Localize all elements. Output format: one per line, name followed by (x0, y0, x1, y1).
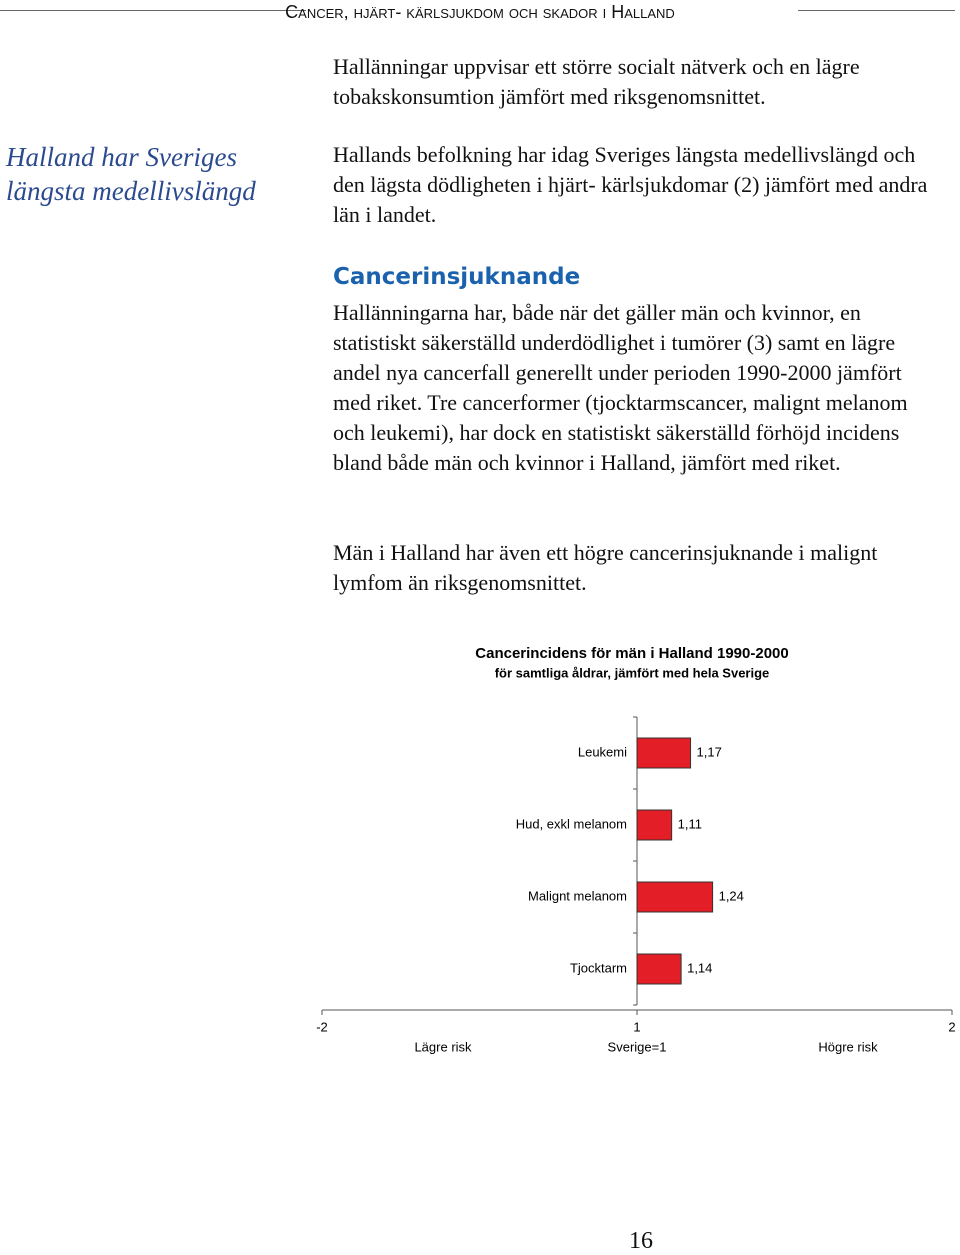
chart: Cancerincidens för män i Halland 1990-20… (316, 645, 955, 1054)
paragraph: Män i Halland har även ett högre canceri… (333, 540, 878, 595)
page-number: 16 (629, 1228, 653, 1254)
category-label: Leukemi (578, 744, 627, 759)
header-rule (798, 10, 955, 11)
chart-subtitle: för samtliga åldrar, jämfört med hela Sv… (495, 665, 770, 680)
bar (636, 809, 673, 841)
chart-title: Cancerincidens för män i Halland 1990-20… (475, 645, 788, 662)
x-tick-label: -2 (316, 1019, 328, 1034)
axis-caption: Lägre risk (414, 1039, 472, 1054)
bar (636, 953, 682, 985)
axis-caption: Högre risk (818, 1039, 878, 1054)
sidebar-heading: Halland har Sveriges längsta medellivslä… (6, 142, 256, 206)
header-title: Cancer, hjärt- kärlsjukdom och skador i … (285, 2, 675, 22)
value-label: 1,24 (719, 888, 744, 903)
axis-caption: Sverige=1 (608, 1039, 667, 1054)
x-tick-label: 1 (633, 1019, 640, 1034)
bar (636, 881, 714, 913)
category-label: Malignt melanom (528, 888, 627, 903)
intro: Hallänningar uppvisar ett större socialt… (333, 54, 860, 109)
bar (636, 737, 692, 769)
value-label: 1,11 (678, 816, 702, 831)
value-label: 1,14 (687, 960, 712, 975)
paragraph: Hallänningarna har, både när det gäller … (333, 300, 908, 475)
value-label: 1,17 (697, 744, 722, 759)
x-tick-label: 2 (948, 1019, 955, 1034)
header-rule (0, 10, 306, 11)
category-label: Hud, exkl melanom (516, 816, 627, 831)
lead: Hallands befolkning har idag Sveriges lä… (333, 142, 928, 227)
category-label: Tjocktarm (570, 960, 627, 975)
section-heading: Cancerinsjuknande (333, 264, 581, 290)
